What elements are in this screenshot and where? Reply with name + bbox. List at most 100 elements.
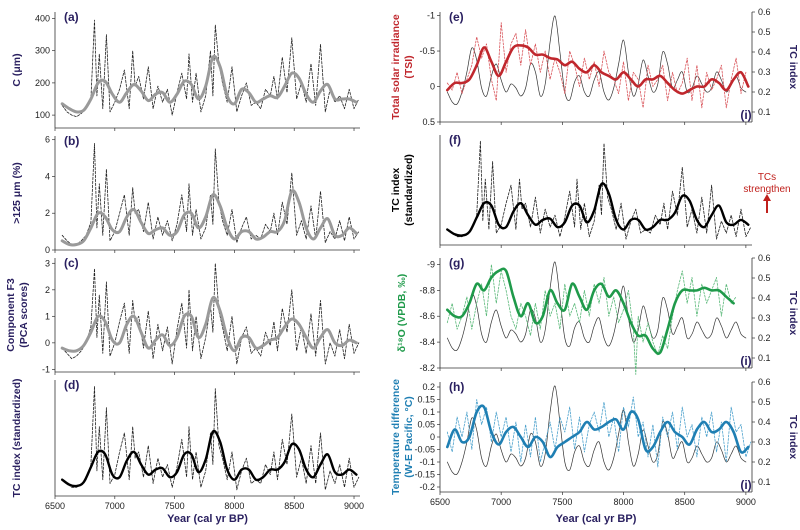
panel-c-y-tick-label: -1: [42, 364, 50, 374]
panel-g-series-d18o-smooth: [446, 267, 735, 355]
panel-h-x-tick-label: 8500: [675, 497, 695, 507]
panel-e-y-right-tick-label: 0.2: [758, 87, 771, 97]
panel-c-series-raw-dashed: [61, 262, 360, 365]
tcs-strengthen-annotation: TCs strengthen: [743, 172, 791, 213]
panel-c-y-tick-label: 1: [45, 311, 50, 321]
panel-g-sub-label: (i): [740, 354, 751, 368]
panel-e-y-right-tick-label: 0.3: [758, 67, 771, 77]
panel-g-y-right-tick-label: 0.1: [758, 353, 771, 363]
panel-g-y-tick-label: -8.6: [419, 311, 435, 321]
panel-h-y-tick-label: 0.15: [417, 395, 435, 405]
panel-h-x-tick-label: 6500: [430, 497, 450, 507]
panel-h-series-temp-smooth: [446, 404, 750, 459]
panel-a-series-raw-dashed: [61, 19, 360, 118]
panel-e-y-right-tick-label: 0.6: [758, 7, 771, 17]
panel-g-y-right-tick-label: 0.4: [758, 293, 771, 303]
panel-b-y-tick-label: 6: [45, 135, 50, 145]
panel-a-y-tick-label: 200: [35, 78, 50, 88]
panel-e-ylabel-line1: Total solar irradiance: [390, 14, 402, 120]
panel-g-series-d18o-raw: [446, 264, 737, 375]
panel-h-y-tick-label: -0.1: [419, 457, 435, 467]
panel-g-y-tick-label: -9: [427, 259, 435, 269]
panel-g-ylabel: δ¹⁸O (VPDB, ‰): [396, 274, 408, 352]
panel-c-y-tick-label: 3: [45, 258, 50, 268]
panel-h-x-tick-label: 8000: [614, 497, 634, 507]
x-axis-title-right: Year (cal yr BP): [556, 513, 637, 525]
panel-d-x-tick-label: 7000: [105, 501, 125, 511]
panel-a-y-tick-label: 300: [35, 46, 50, 56]
panel-d-series-smooth-black: [61, 429, 358, 488]
panel-a-y-tick-label: 100: [35, 110, 50, 120]
panel-g-y-right-tick-label: 0.2: [758, 333, 771, 343]
up-arrow-head-icon: [763, 194, 771, 201]
panel-h-y-right-tick-label: 0.6: [758, 377, 771, 387]
x-axis-title-left: Year (cal yr BP): [167, 513, 248, 525]
panel-e-sub-label: (i): [740, 108, 751, 122]
panel-g-series-tc-thin: [446, 261, 747, 352]
panel-c-ylabel-line1: Component F3: [5, 278, 17, 352]
series-layer: [60, 15, 752, 491]
panel-h-y-tick-label: 0.2: [422, 382, 435, 392]
panel-c-label: (c): [64, 256, 79, 270]
panel-g-right-axis-label: TC index: [787, 291, 799, 335]
panel-h-x-tick-label: 7500: [552, 497, 572, 507]
panel-f-series-raw-dashed: [446, 140, 752, 240]
panel-h-y-tick-label: -0.05: [414, 445, 435, 455]
panel-e-y-tick-label: -0.5: [419, 46, 435, 56]
panel-g-y-tick-label: -8.2: [419, 363, 435, 373]
panel-h-y-right-tick-label: 0.2: [758, 457, 771, 467]
panel-d-ylabel: TC index (standardized): [11, 378, 23, 497]
panel-e-y-tick-label: -1: [427, 11, 435, 21]
panel-h-sub-label: (i): [740, 478, 751, 492]
panel-g-y-tick-label: -8.8: [419, 285, 435, 295]
panel-d-x-tick-label: 6500: [45, 501, 65, 511]
panel-h-y-right-tick-label: 0.5: [758, 397, 771, 407]
panel-d-x-tick-label: 9000: [344, 501, 364, 511]
panel-f-label: (f): [449, 133, 461, 147]
panel-h-ylabel-line1: Temperature difference: [390, 379, 402, 495]
panel-h-y-right-tick-label: 0.3: [758, 437, 771, 447]
panel-a-series-smooth-gray: [60, 54, 358, 114]
panel-c-y-tick-label: 2: [45, 285, 50, 295]
panel-b-series-smooth-gray: [60, 189, 358, 247]
panel-e-y-tick-label: 0.5: [422, 117, 435, 127]
panel-b-y-tick-label: 0: [45, 245, 50, 255]
panel-c-ylabel-line2: (PCA scores): [18, 282, 30, 348]
panel-e-label: (e): [449, 10, 464, 24]
panel-b-label: (b): [64, 134, 79, 148]
panel-h-y-tick-label: 0.1: [422, 407, 435, 417]
axes-layer: [52, 11, 755, 499]
panel-g-y-right-tick-label: 0.5: [758, 273, 771, 283]
panel-h-y-tick-label: 0: [430, 432, 435, 442]
panel-d-x-tick-label: 8000: [224, 501, 244, 511]
panel-h-y-right-tick-label: 0.1: [758, 477, 771, 487]
panel-a-ylabel: C (μm): [11, 53, 23, 86]
panel-h-label: (h): [449, 380, 464, 394]
panel-g-y-tick-label: -8.4: [419, 337, 435, 347]
panel-e-series-tsi-smooth: [446, 44, 750, 95]
panel-d-x-tick-label: 7500: [165, 501, 185, 511]
panel-e-ylabel-line2: (TSI): [403, 55, 415, 78]
panel-e-right-axis-label: TC index: [787, 45, 799, 89]
panel-g-label: (g): [449, 256, 464, 270]
panel-e-y-right-tick-label: 0.1: [758, 107, 771, 117]
panel-d-label: (d): [64, 378, 79, 392]
panel-b-ylabel: >125 μm (%): [11, 162, 23, 224]
panel-e-series-tsi-raw: [446, 22, 747, 109]
panel-f-ylabel-line2: (standardized): [403, 154, 415, 226]
panel-h-y-right-tick-label: 0.4: [758, 417, 771, 427]
panel-b-y-tick-label: 2: [45, 208, 50, 218]
panel-h-right-axis-label: TC index: [787, 415, 799, 459]
panel-a-y-tick-label: 400: [35, 13, 50, 23]
panel-h-x-tick-label: 9000: [736, 497, 756, 507]
annotation-line-1: TCs: [758, 172, 776, 183]
panel-d-series-raw-dashed: [61, 385, 360, 491]
panel-e-y-right-tick-label: 0.4: [758, 47, 771, 57]
panel-h-y-tick-label: -0.2: [419, 482, 435, 492]
panel-e-y-tick-label: 0: [430, 82, 435, 92]
panel-a-label: (a): [64, 10, 79, 24]
panel-b-series-raw-dashed: [61, 143, 360, 245]
panel-f-ylabel-line1: TC index: [390, 168, 402, 212]
